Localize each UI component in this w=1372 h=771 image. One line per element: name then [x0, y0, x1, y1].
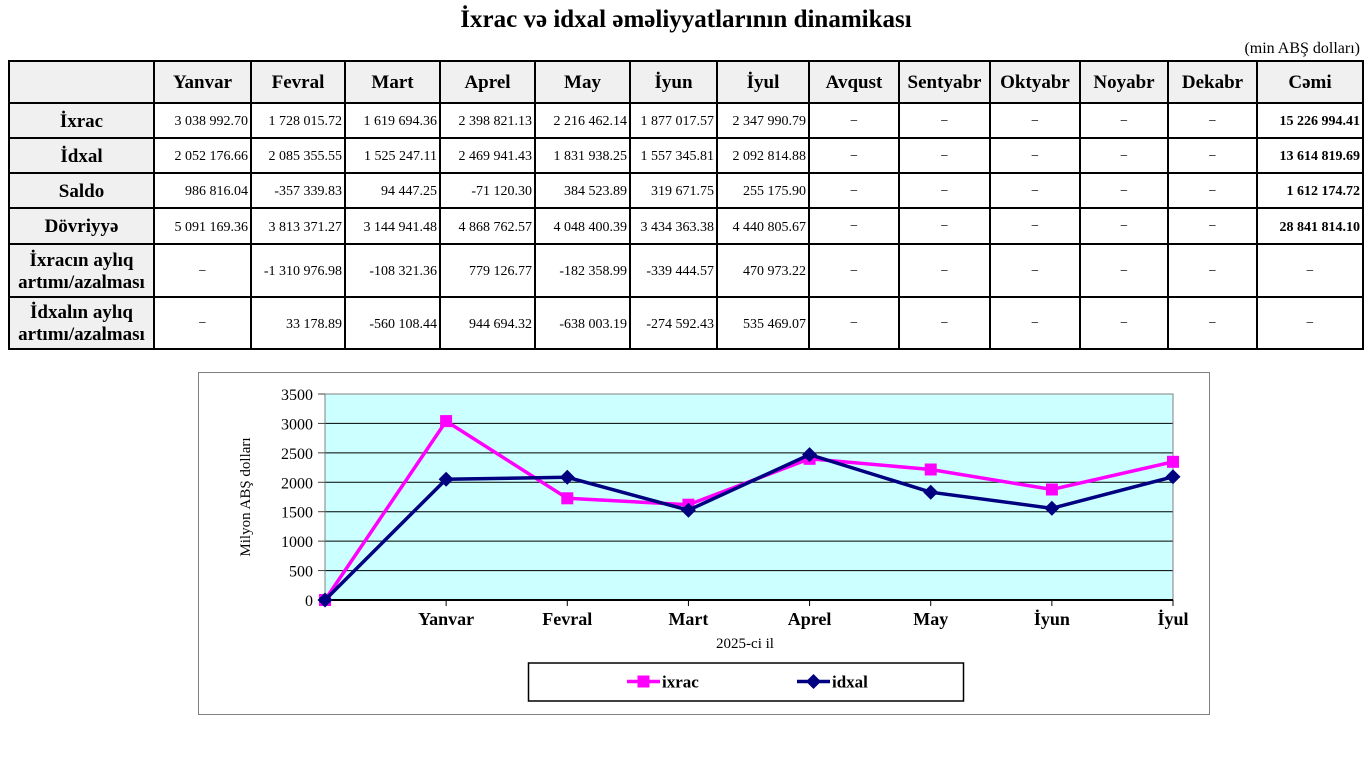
svg-text:İyun: İyun: [1034, 609, 1070, 629]
svg-text:ixrac: ixrac: [662, 673, 699, 692]
svg-text:Mart: Mart: [668, 609, 708, 629]
svg-text:İyul: İyul: [1157, 609, 1188, 629]
svg-text:1000: 1000: [281, 534, 313, 551]
svg-text:3500: 3500: [281, 387, 313, 404]
svg-text:May: May: [913, 609, 948, 629]
svg-text:Milyon ABŞ dolları: Milyon ABŞ dolları: [238, 437, 254, 556]
svg-text:Yanvar: Yanvar: [418, 609, 474, 629]
svg-text:1500: 1500: [281, 505, 313, 522]
svg-text:idxal: idxal: [832, 673, 868, 692]
svg-text:3000: 3000: [281, 416, 313, 433]
svg-text:500: 500: [289, 564, 313, 581]
svg-text:2000: 2000: [281, 475, 313, 492]
svg-text:Aprel: Aprel: [788, 609, 832, 629]
svg-text:Fevral: Fevral: [542, 609, 592, 629]
svg-text:2025-ci il: 2025-ci il: [716, 636, 774, 652]
svg-text:0: 0: [305, 593, 313, 610]
svg-text:2500: 2500: [281, 446, 313, 463]
